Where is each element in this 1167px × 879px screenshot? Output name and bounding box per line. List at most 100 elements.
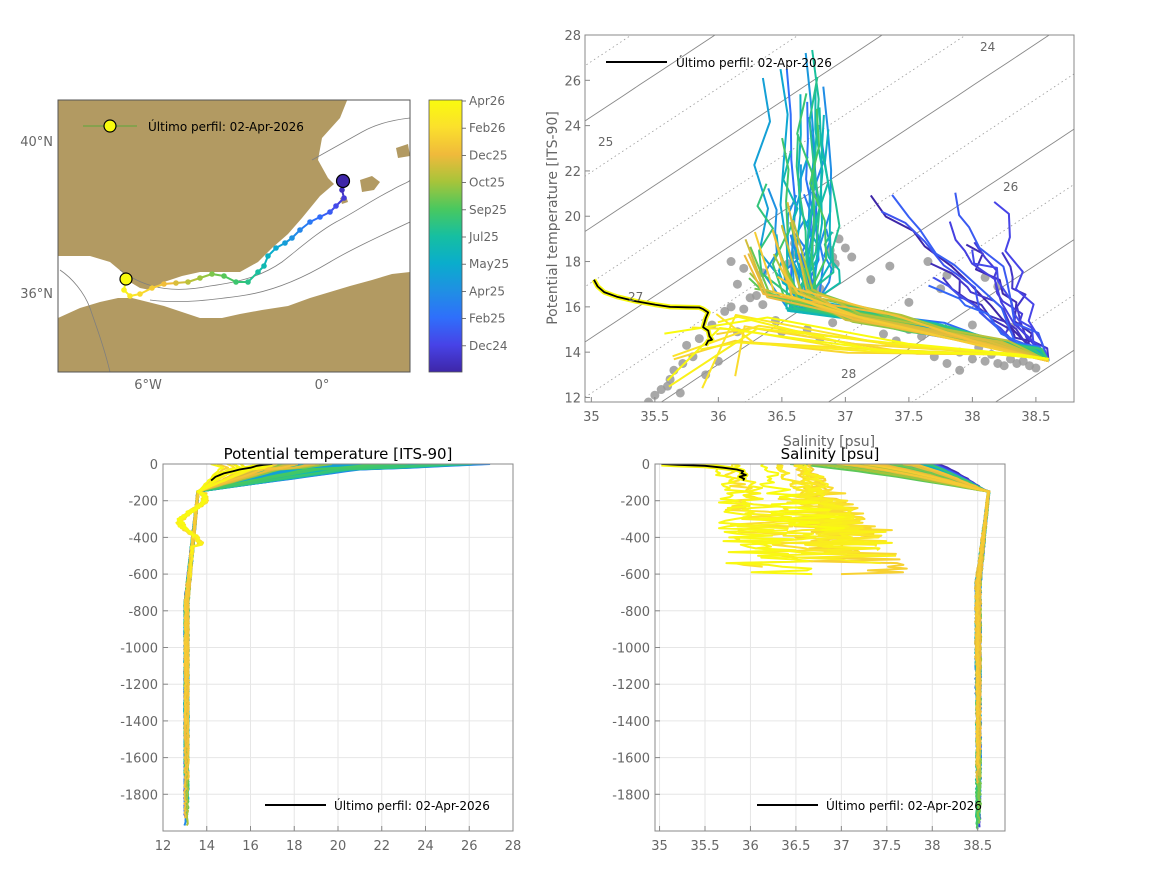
sp-xtick-label: 35.5 <box>691 839 720 854</box>
map-legend: Último perfil: 02-Apr-2026 <box>83 119 304 134</box>
historical-point <box>726 302 736 312</box>
float-trajectory <box>121 178 347 299</box>
tp-ytick-label: -1000 <box>120 642 158 657</box>
trajectory-point <box>209 271 215 277</box>
map-panel: Último perfil: 02-Apr-2026 40°N 36°N 6°W… <box>20 99 411 393</box>
historical-point <box>828 318 838 328</box>
tp-xtick-label: 22 <box>373 839 390 854</box>
density-isoline <box>827 239 1074 402</box>
ts-density-labels: 24 25 26 27 28 <box>598 40 1018 381</box>
ts-ytick-label: 14 <box>564 346 581 361</box>
tp-ytick-label: -600 <box>128 568 158 583</box>
sp-float-profile <box>759 464 845 532</box>
ts-xtick-label: 38 <box>964 410 981 425</box>
historical-point <box>904 297 914 307</box>
sp-legend: Último perfil: 02-Apr-2026 <box>757 798 982 813</box>
sp-xtick-label: 37 <box>833 839 850 854</box>
map-bathy-contour <box>119 179 410 290</box>
density-label: 25 <box>598 135 613 149</box>
trajectory-point <box>161 281 167 287</box>
ts-xlabel: Salinity [psu] <box>783 434 875 450</box>
sp-float-profile <box>712 464 813 576</box>
trajectory-point <box>317 214 323 220</box>
sp-ytick-label: -1200 <box>612 678 650 693</box>
tp-legend: Último perfil: 02-Apr-2026 <box>265 798 490 813</box>
ts-ylabel: Potential temperature [ITS-90] <box>545 111 561 325</box>
sp-float-profile <box>864 464 990 766</box>
trajectory-point <box>273 245 279 251</box>
ts-float-profile <box>664 316 1049 360</box>
map-lat-tick: 40°N <box>20 135 53 150</box>
ts-ytick-label: 24 <box>564 120 581 135</box>
tp-ytick-label: -200 <box>128 495 158 510</box>
trajectory-point <box>261 263 267 269</box>
sp-last-profile <box>661 464 749 482</box>
trajectory-point <box>245 279 251 285</box>
sp-xtick-label: 37.5 <box>872 839 901 854</box>
sp-ytick-label: 0 <box>642 458 650 473</box>
sp-xtick-label: 35 <box>651 839 668 854</box>
sp-float-profile <box>802 464 893 552</box>
historical-point <box>955 365 965 375</box>
tp-xtick-label: 12 <box>155 839 172 854</box>
trajectory-point <box>341 195 347 201</box>
historical-point <box>866 275 876 285</box>
map-bathy-contour <box>311 117 410 161</box>
density-isoline <box>585 35 716 122</box>
density-label: 26 <box>1003 180 1018 194</box>
trajectory-point <box>173 280 179 286</box>
ts-float-profile <box>954 192 1050 362</box>
ts-last-profile <box>591 278 715 347</box>
historical-point <box>967 320 977 330</box>
sp-float-profiles <box>712 464 991 830</box>
ts-float-profile <box>666 327 1049 382</box>
trajectory-point <box>307 219 313 225</box>
historical-point <box>675 388 685 398</box>
density-label: 28 <box>841 367 856 381</box>
tp-last-profile <box>209 464 273 483</box>
historical-point <box>840 243 850 253</box>
ts-ytick-label: 22 <box>564 165 581 180</box>
tp-ytick-label: 0 <box>150 458 158 473</box>
ts-ytick-label: 16 <box>564 301 581 316</box>
map-land-africa <box>58 272 410 372</box>
trajectory-point <box>327 209 333 215</box>
trajectory-point <box>185 279 191 285</box>
historical-point <box>732 279 742 289</box>
density-isoline <box>585 35 883 233</box>
colorbar-tick-label: Feb25 <box>469 312 506 326</box>
map-land-iberia <box>58 100 348 290</box>
ts-ytick-label: 28 <box>564 29 581 44</box>
colorbar-tick-label: Feb26 <box>469 121 506 135</box>
sp-ytick-label: -800 <box>620 605 650 620</box>
ts-float-profile <box>776 275 1049 363</box>
historical-point <box>847 252 857 262</box>
sp-xtick-label: 36.5 <box>781 839 810 854</box>
salinity-profile-panel: 35 35.5 36 36.5 37 37.5 38 38.5 0 -200 -400 -600 -80… <box>612 445 1006 854</box>
colorbar-tick-label: Apr26 <box>469 94 505 108</box>
map-land-menorca <box>396 144 410 158</box>
ts-diagram-panel: 24 25 26 27 28 35 35.5 36 36.5 37 37.5 38 38.5 12 14 1… <box>545 29 1075 450</box>
density-isoline <box>994 349 1074 402</box>
trajectory-point <box>137 291 143 297</box>
tp-xtick-label: 20 <box>330 839 347 854</box>
ts-xtick-label: 36 <box>710 410 727 425</box>
trajectory-point <box>282 240 288 246</box>
trajectory-point <box>289 235 295 241</box>
historical-point <box>1031 363 1041 373</box>
density-isoline <box>585 35 967 288</box>
trajectory-point <box>197 275 203 281</box>
ts-float-profile <box>792 219 1050 363</box>
historical-point <box>999 361 1009 371</box>
historical-point <box>751 291 761 301</box>
tp-xtick-label: 26 <box>461 839 478 854</box>
historical-point <box>1018 356 1028 366</box>
sp-ytick-label: -1800 <box>612 788 650 803</box>
historical-point <box>942 358 952 368</box>
ts-float-profile <box>891 194 1050 363</box>
ts-xtick-label: 37.5 <box>894 410 923 425</box>
historical-point <box>682 340 692 350</box>
trajectory-point <box>121 287 127 293</box>
ts-last-profile-line <box>593 279 713 346</box>
